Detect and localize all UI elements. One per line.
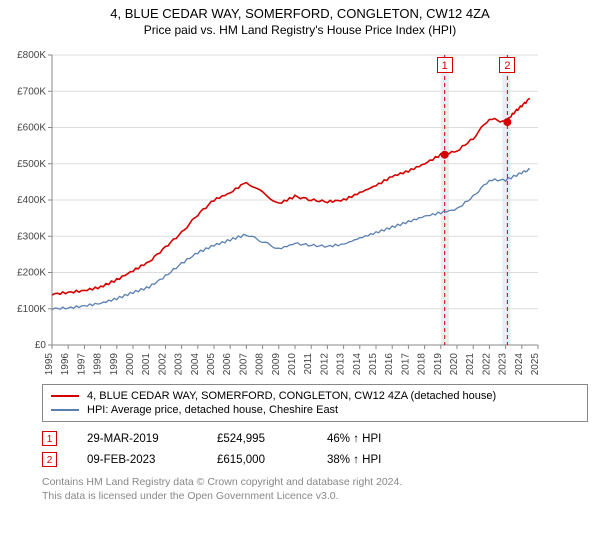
svg-text:2017: 2017 <box>400 353 411 375</box>
svg-text:£0: £0 <box>35 340 47 351</box>
svg-text:1996: 1996 <box>60 353 71 375</box>
sale-badge-icon: 1 <box>42 431 57 446</box>
svg-text:2020: 2020 <box>449 353 460 375</box>
svg-text:2009: 2009 <box>271 353 282 375</box>
sale-price: £524,995 <box>217 433 297 445</box>
svg-text:2016: 2016 <box>384 353 395 375</box>
legend-box: 4, BLUE CEDAR WAY, SOMERFORD, CONGLETON,… <box>42 384 588 422</box>
footer-line: This data is licensed under the Open Gov… <box>42 490 588 504</box>
svg-text:2014: 2014 <box>352 353 363 375</box>
svg-text:2012: 2012 <box>319 353 330 375</box>
title-subtitle: Price paid vs. HM Land Registry's House … <box>0 21 600 37</box>
svg-text:2004: 2004 <box>190 353 201 375</box>
svg-text:2000: 2000 <box>125 353 136 375</box>
svg-text:2022: 2022 <box>481 353 492 375</box>
svg-text:2013: 2013 <box>336 353 347 375</box>
footer-attribution: Contains HM Land Registry data © Crown c… <box>42 476 588 503</box>
legend-swatch-icon <box>51 409 79 411</box>
svg-text:2011: 2011 <box>303 353 314 375</box>
svg-text:2007: 2007 <box>238 353 249 375</box>
sale-row: 2 09-FEB-2023 £615,000 38% ↑ HPI <box>42 449 588 470</box>
sale-marker-badge: 1 <box>437 57 453 73</box>
svg-text:2021: 2021 <box>465 353 476 375</box>
svg-text:2005: 2005 <box>206 353 217 375</box>
sale-marker-badge: 2 <box>499 57 515 73</box>
sale-badge-icon: 2 <box>42 452 57 467</box>
svg-text:2025: 2025 <box>530 353 541 375</box>
sale-date: 09-FEB-2023 <box>87 454 187 466</box>
sales-block: 1 29-MAR-2019 £524,995 46% ↑ HPI 2 09-FE… <box>42 428 588 470</box>
chart-area: £0 £100K £200K £300K £400K £500K £600K £700K £80… <box>12 45 588 380</box>
svg-text:£300K: £300K <box>17 231 46 242</box>
sale-price: £615,000 <box>217 454 297 466</box>
legend-row: HPI: Average price, detached house, Ches… <box>51 403 579 417</box>
svg-text:£100K: £100K <box>17 304 46 315</box>
svg-text:2024: 2024 <box>514 353 525 375</box>
svg-text:1997: 1997 <box>76 353 87 375</box>
sale-row: 1 29-MAR-2019 £524,995 46% ↑ HPI <box>42 428 588 449</box>
svg-text:1999: 1999 <box>109 353 120 375</box>
svg-text:2006: 2006 <box>222 353 233 375</box>
svg-text:2003: 2003 <box>174 353 185 375</box>
svg-text:2018: 2018 <box>417 353 428 375</box>
sale-date: 29-MAR-2019 <box>87 433 187 445</box>
svg-text:£700K: £700K <box>17 86 46 97</box>
legend-label: HPI: Average price, detached house, Ches… <box>87 404 338 416</box>
svg-text:2023: 2023 <box>498 353 509 375</box>
svg-text:1995: 1995 <box>44 353 55 375</box>
svg-text:2019: 2019 <box>433 353 444 375</box>
chart-container: 4, BLUE CEDAR WAY, SOMERFORD, CONGLETON,… <box>0 0 600 560</box>
svg-text:£500K: £500K <box>17 159 46 170</box>
svg-text:2002: 2002 <box>157 353 168 375</box>
sale-diff: 38% ↑ HPI <box>327 454 381 466</box>
svg-text:£400K: £400K <box>17 195 46 206</box>
svg-text:£600K: £600K <box>17 123 46 134</box>
svg-text:2010: 2010 <box>287 353 298 375</box>
svg-text:£800K: £800K <box>17 50 46 61</box>
title-address: 4, BLUE CEDAR WAY, SOMERFORD, CONGLETON,… <box>0 0 600 21</box>
line-chart-svg: £0 £100K £200K £300K £400K £500K £600K £700K £80… <box>12 45 548 375</box>
svg-text:1998: 1998 <box>93 353 104 375</box>
svg-text:2008: 2008 <box>255 353 266 375</box>
legend-label: 4, BLUE CEDAR WAY, SOMERFORD, CONGLETON,… <box>87 390 496 402</box>
legend-swatch-icon <box>51 395 79 397</box>
legend-row: 4, BLUE CEDAR WAY, SOMERFORD, CONGLETON,… <box>51 389 579 403</box>
svg-text:2001: 2001 <box>141 353 152 375</box>
svg-text:2015: 2015 <box>368 353 379 375</box>
svg-text:£200K: £200K <box>17 268 46 279</box>
sale-diff: 46% ↑ HPI <box>327 433 381 445</box>
footer-line: Contains HM Land Registry data © Crown c… <box>42 476 588 490</box>
